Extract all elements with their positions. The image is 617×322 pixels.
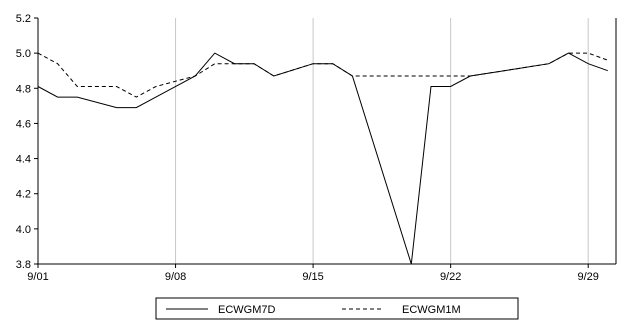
y-tick-label: 4.2 [16, 189, 31, 201]
vertical-grid [175, 18, 589, 264]
x-axis-ticks: 9/01 9/08 9/15 9/22 9/29 [27, 264, 599, 283]
axes [37, 18, 617, 265]
series-line-ecwgm1m [37, 52, 608, 98]
x-tick-label: 9/01 [27, 271, 48, 283]
legend-box [155, 297, 519, 320]
y-tick-label: 4.6 [16, 118, 31, 130]
legend-label-ecwgm7d: ECWGM7D [218, 304, 276, 316]
y-tick-label: 4.4 [16, 154, 31, 166]
y-tick-label: 4.8 [16, 83, 31, 95]
y-tick-label: 5.2 [16, 13, 31, 25]
legend: ECWGM7D ECWGM1M [155, 297, 519, 320]
y-tick-label: 4.0 [16, 224, 31, 236]
x-tick-label: 9/08 [165, 271, 186, 283]
y-tick-label: 3.8 [16, 259, 31, 271]
y-axis-ticks: 3.8 4.0 4.2 4.4 4.6 4.8 5.0 5.2 [16, 13, 38, 271]
series-lines [37, 52, 608, 265]
x-tick-label: 9/15 [302, 271, 323, 283]
series-line-ecwgm7d [37, 52, 608, 265]
y-tick-label: 5.0 [16, 48, 31, 60]
x-tick-label: 9/29 [577, 271, 598, 283]
x-tick-label: 9/22 [440, 271, 461, 283]
legend-label-ecwgm1m: ECWGM1M [402, 304, 461, 316]
